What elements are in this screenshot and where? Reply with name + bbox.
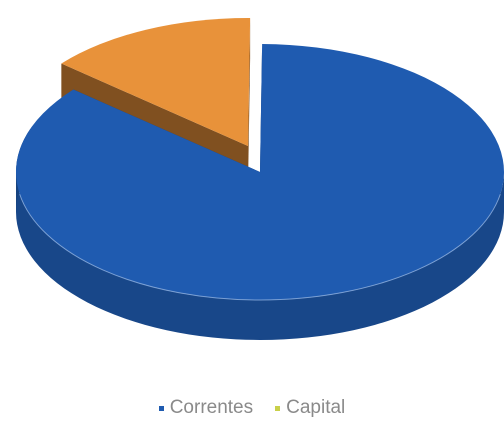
slice-capital-edge-1 (248, 18, 251, 187)
legend-marker-correntes (158, 405, 164, 411)
legend-label-capital: Capital (286, 397, 346, 418)
legend-item-correntes: Correntes (158, 397, 254, 419)
slice-correntes-wall (16, 172, 504, 340)
slice-correntes-rim (19, 194, 501, 301)
slice-correntes-top (16, 44, 504, 300)
pie-slices (16, 17, 504, 340)
legend-label-correntes: Correntes (169, 397, 254, 418)
slice-correntes (16, 44, 504, 340)
legend: Correntes Capital (0, 396, 504, 420)
slice-capital-top (61, 17, 251, 146)
legend-marker-capital (275, 405, 281, 411)
legend-item-capital: Capital (275, 397, 345, 419)
